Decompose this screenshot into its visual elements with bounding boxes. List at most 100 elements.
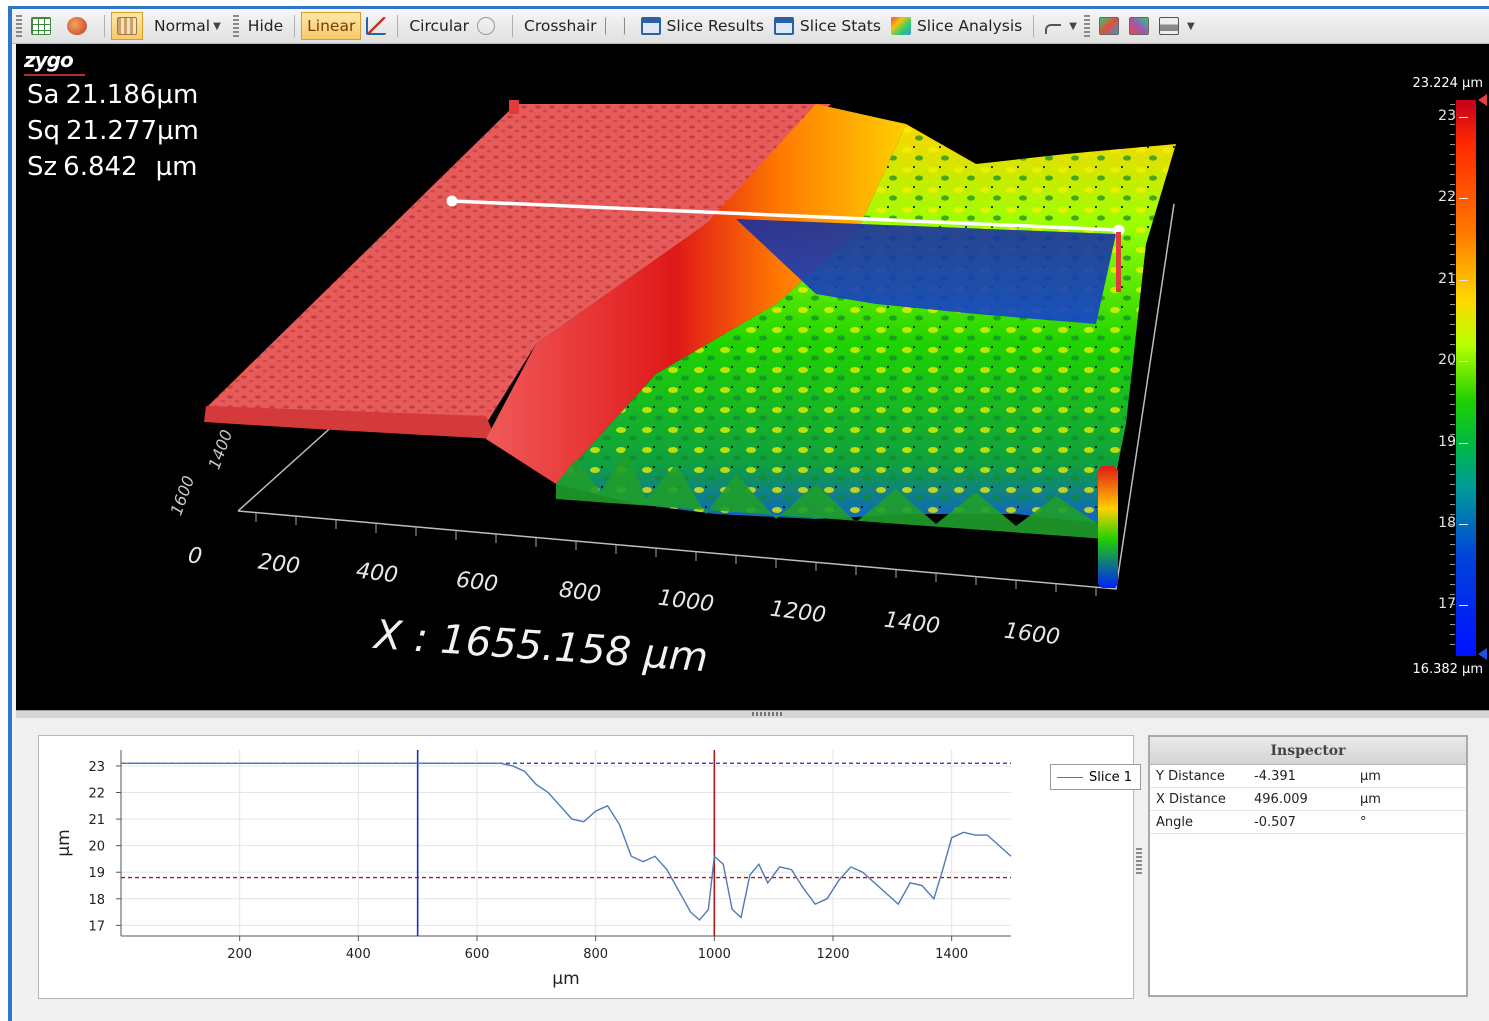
toolbar-grip[interactable]	[232, 15, 239, 37]
slice-start-handle[interactable]	[446, 195, 458, 207]
slice-results-label: Slice Results	[666, 17, 764, 35]
x-tick-label: 200	[256, 549, 302, 580]
inspector-row-value: 496.009	[1254, 791, 1308, 807]
color-bar-minor-tick	[1450, 494, 1455, 495]
toolbar-grip[interactable]	[1083, 15, 1090, 37]
color-bar-minor-tick	[1450, 374, 1455, 375]
stat-sa: Sa 21.186µm	[27, 80, 198, 110]
color-bar-minor-tick	[1450, 444, 1455, 445]
stat-sz-value: 6.842	[63, 152, 138, 182]
splitter-grip[interactable]	[752, 712, 782, 716]
color-bar[interactable]	[1456, 100, 1476, 656]
chevron-down-icon[interactable]: ▼	[1069, 20, 1077, 32]
trend-icon	[366, 17, 387, 35]
inspector-row-value: -0.507	[1254, 814, 1296, 830]
color-bar-minor-tick	[1450, 294, 1455, 295]
slice-line[interactable]	[451, 199, 1120, 232]
copy-image-button[interactable]	[1124, 12, 1154, 40]
y-tick-label: 22	[88, 787, 105, 802]
color-bar-minor-tick	[1450, 274, 1455, 275]
circular-button[interactable]: Circular	[404, 12, 506, 40]
x-tick-label: 1400	[935, 947, 968, 962]
columns-button[interactable]	[111, 12, 143, 40]
slice-results-button[interactable]: Slice Results	[636, 12, 769, 40]
undo-button[interactable]	[1040, 12, 1066, 40]
color-bar-minor-tick	[1450, 354, 1455, 355]
analysis-icon	[890, 17, 911, 35]
chevron-down-icon[interactable]: ▼	[1186, 20, 1195, 32]
panel-splitter[interactable]	[16, 710, 1489, 718]
color-bar-minor-tick	[1450, 204, 1455, 205]
y-axis-title: µm	[54, 829, 74, 856]
color-bar-min-label: 16.382 µm	[1412, 662, 1483, 677]
color-bar-minor-tick	[1450, 144, 1455, 145]
inspector-title: Inspector	[1150, 737, 1466, 765]
y-tick-label: 20	[88, 840, 105, 855]
y-tick-label: 17	[88, 919, 105, 934]
profile-chart[interactable]: 17 18 19 20 21 22 23 200 400 600 800 1000 1200 1400 µm…	[39, 736, 1135, 1000]
export-image-button[interactable]	[1094, 12, 1124, 40]
slice-stats-button[interactable]: Slice Stats	[769, 12, 886, 40]
linear-button[interactable]: Linear	[301, 12, 362, 40]
stat-sq-name: Sq	[27, 116, 61, 146]
toolbar-separator	[294, 15, 296, 37]
color-bar-minor-tick	[1450, 474, 1455, 475]
color-bar-minor-tick	[1450, 464, 1455, 465]
stat-sq-unit: µm	[157, 116, 199, 146]
color-bar-minor-tick	[1450, 514, 1455, 515]
color-bar-minor-tick	[1450, 454, 1455, 455]
surface-3d-view[interactable]: zygo Sa 21.186µm Sq 21.277µm Sz 6.842 µm 0 2…	[16, 44, 1489, 710]
toolbar-separator	[1033, 15, 1035, 37]
color-bar-tick: 21	[1424, 271, 1468, 287]
color-bar-minor-tick	[1450, 554, 1455, 555]
color-bar-minor-tick	[1450, 344, 1455, 345]
normal-mode-dropdown[interactable]: Normal ▼	[149, 12, 229, 40]
surface-3d-plot[interactable]	[16, 44, 1489, 710]
grid-icon	[31, 17, 51, 35]
chart-legend: Slice 1	[1050, 764, 1141, 790]
x-tick-label: 800	[557, 577, 603, 608]
legend-swatch	[1057, 776, 1083, 778]
color-bar-tick: 23	[1424, 108, 1468, 124]
y-tick-label: 23	[88, 760, 105, 775]
color-bar-minor-tick	[1450, 614, 1455, 615]
color-bar-minor-tick	[1450, 174, 1455, 175]
toolbar-separator	[397, 15, 399, 37]
crosshair-icon	[604, 17, 625, 35]
x-tick-label: 600	[465, 947, 490, 962]
marker-pin-right[interactable]	[1116, 232, 1121, 292]
color-bar-minor-tick	[1450, 214, 1455, 215]
plot-box-edge	[237, 413, 347, 512]
image-export-icon	[1098, 17, 1119, 35]
toolbar-separator	[512, 15, 514, 37]
hide-button[interactable]: Hide	[247, 17, 284, 35]
panel-resize-grip[interactable]	[1136, 848, 1142, 876]
print-button[interactable]	[1154, 12, 1184, 40]
marker-pin-top[interactable]	[509, 100, 519, 114]
surface-view-button[interactable]	[62, 12, 98, 40]
grid-view-button[interactable]	[26, 12, 62, 40]
color-bar-minor-tick	[1450, 584, 1455, 585]
crosshair-button[interactable]: Crosshair	[519, 12, 636, 40]
color-bar-minor-tick	[1450, 644, 1455, 645]
plateau-front-face	[204, 406, 496, 439]
profile-chart-panel[interactable]: 17 18 19 20 21 22 23 200 400 600 800 1000 1200 1400 µm…	[38, 735, 1141, 1000]
color-bar-minor-tick	[1450, 224, 1455, 225]
color-bar-minor-tick	[1450, 324, 1455, 325]
toolbar-grip[interactable]	[16, 15, 22, 37]
slice-analysis-button[interactable]: Slice Analysis	[886, 12, 1027, 40]
stat-sz-unit: µm	[155, 152, 198, 182]
stat-sa-unit: µm	[156, 80, 199, 110]
trend-button[interactable]	[361, 12, 391, 40]
x-tick-label: 600	[454, 567, 500, 598]
color-bar-bottom-handle[interactable]	[1478, 648, 1487, 660]
color-bar-minor-tick	[1450, 314, 1455, 315]
color-bar-max-label: 23.224 µm	[1412, 76, 1483, 91]
series-line-slice-1	[121, 762, 1012, 922]
x-tick-label: 1200	[816, 947, 849, 962]
color-bar-top-handle[interactable]	[1478, 94, 1487, 106]
color-bar-minor-tick	[1450, 134, 1455, 135]
inspector-row-angle: Angle -0.507 °	[1150, 811, 1466, 834]
color-bar-minor-tick	[1450, 634, 1455, 635]
undo-icon	[1045, 24, 1062, 34]
